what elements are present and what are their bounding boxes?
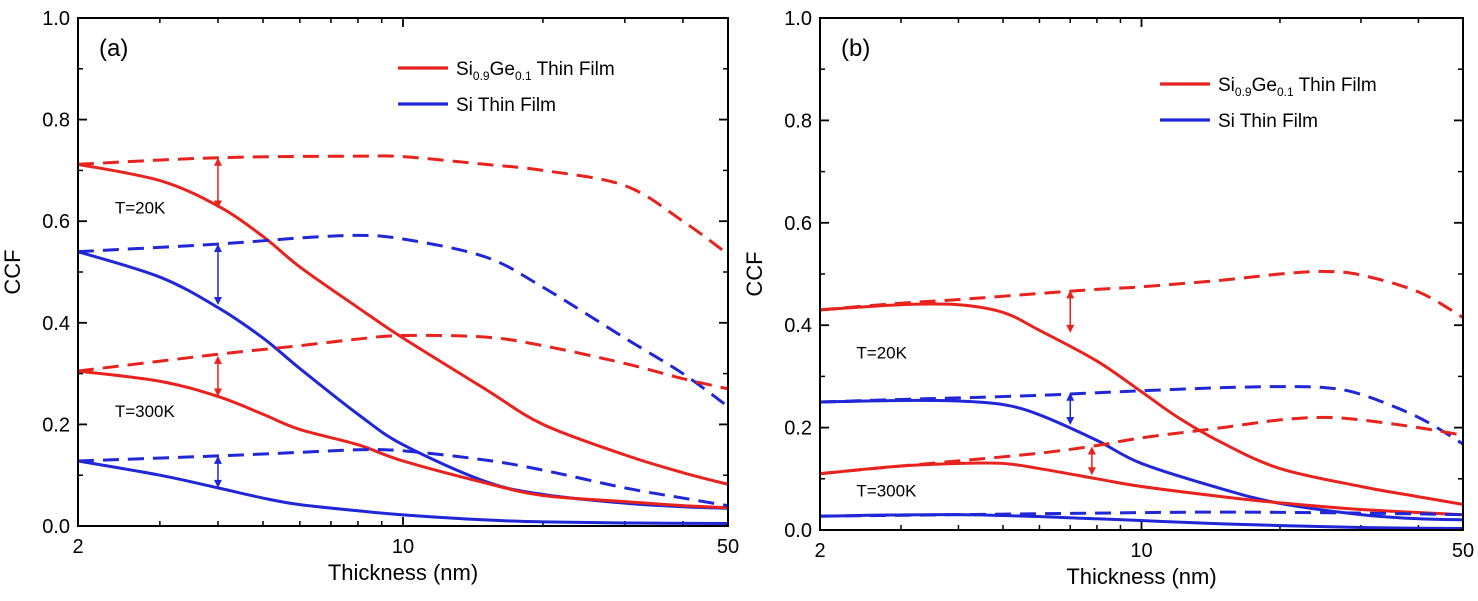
x-tick-label: 50 [1452, 540, 1474, 562]
x-axis-label: Thickness (nm) [1066, 564, 1216, 589]
double-arrow-1 [213, 157, 222, 209]
temperature-annotation: T=20K [115, 199, 166, 218]
series-line-7-solid [820, 513, 1463, 530]
y-tick-label: 0.0 [784, 520, 812, 542]
chart-panel-a: 2 10 50 0.0 0.2 0.4 0.6 0.8 1.0 Thickness (nm) CCF… [0, 8, 739, 585]
series-line-1-solid [820, 302, 1463, 506]
legend: Si0.9Ge0.1 Thin Film Si Thin Film [398, 59, 615, 116]
series-line-3-solid [78, 250, 728, 510]
series-line-2-dashed [78, 154, 728, 256]
x-tick-label: 2 [72, 536, 83, 558]
y-tick-label: 0.6 [784, 213, 812, 235]
x-tick-label: 10 [1130, 540, 1152, 562]
series-line-2-dashed [820, 269, 1463, 319]
y-tick-label: 0.2 [784, 418, 812, 440]
series-line-6-dashed [820, 415, 1463, 476]
series-line-3-solid [820, 398, 1463, 522]
legend-entry: Si0.9Ge0.1 Thin Film [456, 59, 615, 83]
temperature-annotation: T=300K [856, 482, 917, 501]
x-tick-label: 2 [814, 540, 825, 562]
double-arrow-3 [1087, 446, 1096, 476]
double-arrow-2 [213, 244, 222, 306]
y-tick-label: 1.0 [784, 8, 812, 30]
plot-frame [77, 17, 729, 527]
legend-entry: Si Thin Film [456, 95, 556, 116]
series-line-8-dashed [820, 510, 1463, 518]
double-arrow-2 [1066, 392, 1075, 426]
temperature-annotation: T=300K [115, 402, 176, 421]
x-tick-label: 10 [392, 536, 414, 558]
legend-entry: Si Thin Film [1218, 111, 1318, 132]
series-line-6-dashed [78, 333, 728, 391]
x-axis-label: Thickness (nm) [328, 560, 478, 585]
panel-label: (a) [99, 35, 128, 62]
y-tick-label: 0.4 [784, 315, 812, 337]
temperature-annotation: T=20K [856, 343, 907, 362]
series-group [820, 269, 1463, 530]
series-line-5-solid [78, 369, 728, 510]
series-line-4-dashed [820, 385, 1463, 446]
series-line-5-solid [820, 461, 1463, 517]
y-tick-label: 0.2 [42, 414, 70, 436]
series-line-4-dashed [78, 233, 728, 408]
series-group [78, 154, 728, 525]
y-tick-label: 0.4 [42, 313, 70, 335]
double-arrow-4 [213, 455, 222, 488]
plot-frame [819, 17, 1464, 531]
panel-label: (b) [841, 35, 870, 62]
series-line-7-solid [78, 459, 728, 525]
double-arrow-3 [213, 355, 222, 397]
legend-entry: Si0.9Ge0.1 Thin Film [1218, 75, 1377, 99]
y-tick-label: 0.8 [784, 110, 812, 132]
y-tick-label: 0.0 [42, 516, 70, 538]
y-axis-label: CCF [0, 249, 25, 294]
double-arrow-1 [1066, 290, 1075, 333]
chart-panel-b: 2 10 50 0.0 0.2 0.4 0.6 0.8 1.0 Thickness (nm) CCF… [742, 8, 1474, 589]
y-tick-label: 1.0 [42, 8, 70, 30]
y-tick-label: 0.6 [42, 211, 70, 233]
y-tick-label: 0.8 [42, 110, 70, 132]
y-axis-label: CCF [742, 251, 767, 296]
series-line-1-solid [78, 162, 728, 486]
series-line-8-dashed [78, 448, 728, 508]
legend: Si0.9Ge0.1 Thin Film Si Thin Film [1160, 75, 1377, 132]
x-tick-label: 50 [717, 536, 739, 558]
